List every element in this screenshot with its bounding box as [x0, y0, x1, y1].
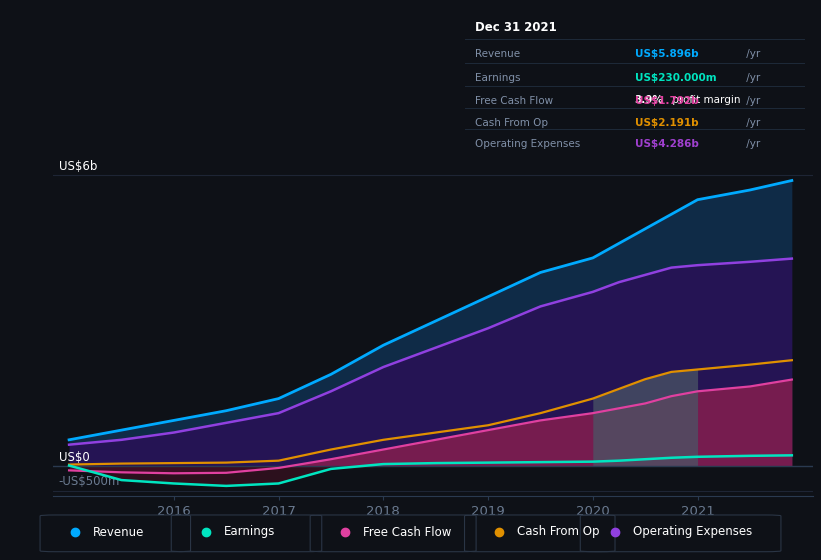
Text: /yr: /yr [743, 96, 760, 106]
Text: profit margin: profit margin [668, 95, 740, 105]
Text: /yr: /yr [743, 49, 760, 59]
Text: 3.9%: 3.9% [635, 95, 663, 105]
Text: Earnings: Earnings [475, 73, 521, 83]
Text: Free Cash Flow: Free Cash Flow [363, 525, 451, 539]
Text: Operating Expenses: Operating Expenses [633, 525, 752, 539]
Text: Free Cash Flow: Free Cash Flow [475, 96, 553, 106]
Text: Revenue: Revenue [93, 525, 144, 539]
Text: /yr: /yr [743, 139, 760, 150]
Text: US$5.896b: US$5.896b [635, 49, 698, 59]
Text: Cash From Op: Cash From Op [517, 525, 599, 539]
Text: US$230.000m: US$230.000m [635, 73, 716, 83]
Text: -US$500m: -US$500m [58, 475, 120, 488]
Text: US$0: US$0 [58, 451, 89, 464]
Text: US$6b: US$6b [58, 160, 97, 172]
Text: Earnings: Earnings [224, 525, 275, 539]
Text: /yr: /yr [743, 118, 760, 128]
Text: US$4.286b: US$4.286b [635, 139, 699, 150]
Text: Revenue: Revenue [475, 49, 520, 59]
Text: Dec 31 2021: Dec 31 2021 [475, 21, 557, 34]
Text: /yr: /yr [743, 73, 760, 83]
Text: US$2.191b: US$2.191b [635, 118, 698, 128]
Text: US$1.792b: US$1.792b [635, 96, 699, 106]
Text: Cash From Op: Cash From Op [475, 118, 548, 128]
Text: Operating Expenses: Operating Expenses [475, 139, 580, 150]
